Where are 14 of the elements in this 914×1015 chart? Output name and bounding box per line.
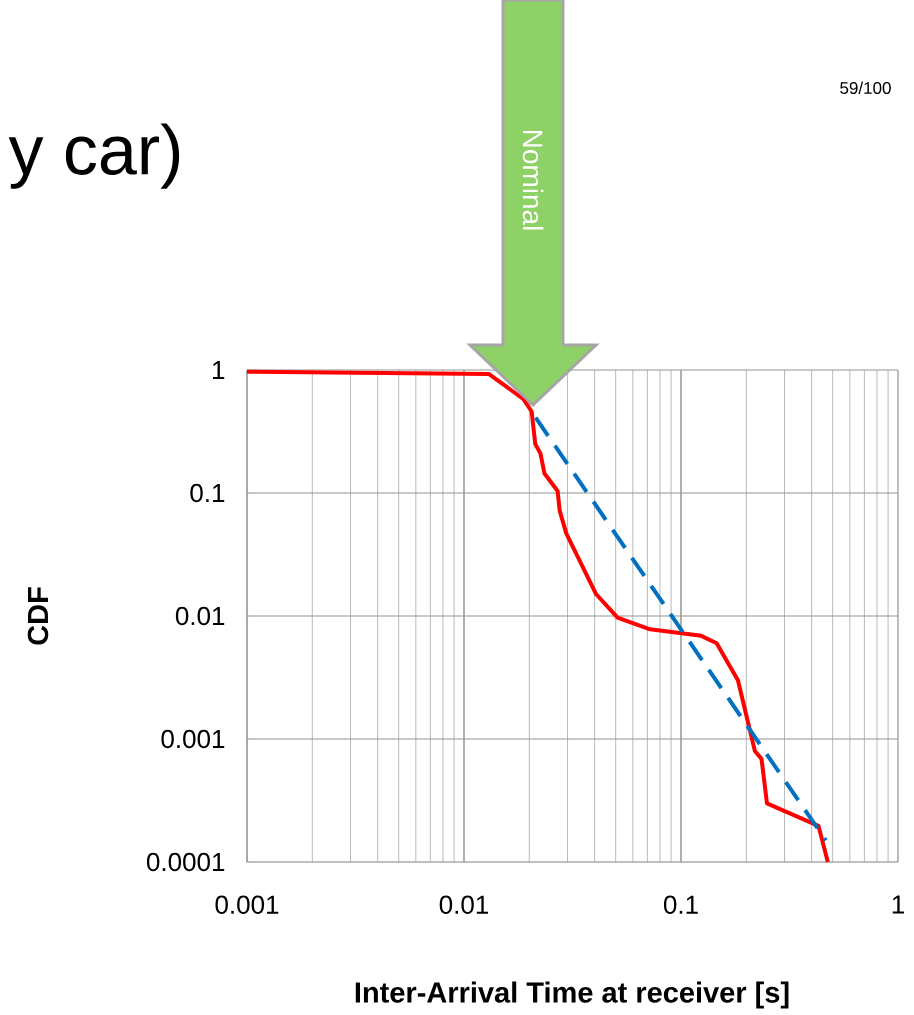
x-axis-title: Inter-Arrival Time at receiver [s]: [355, 981, 789, 1009]
x-tick-label: 1: [892, 895, 904, 914]
y-tick-label: 0.1: [190, 483, 225, 503]
x-tick-label: 0.001: [215, 895, 279, 914]
y-tick-label: 0.001: [161, 729, 225, 749]
x-tick-label: 0.1: [663, 895, 698, 914]
y-tick-label: 1: [213, 361, 225, 379]
x-tick-label: 0.01: [439, 895, 489, 914]
chart-title: y car): [8, 123, 180, 189]
text: 59/100: [840, 81, 891, 95]
y-tick-label: 0.0001: [146, 852, 225, 872]
y-axis-title: CDF: [27, 587, 49, 645]
y-tick-label: 0.01: [175, 606, 225, 626]
text: Nominal: [522, 130, 544, 230]
